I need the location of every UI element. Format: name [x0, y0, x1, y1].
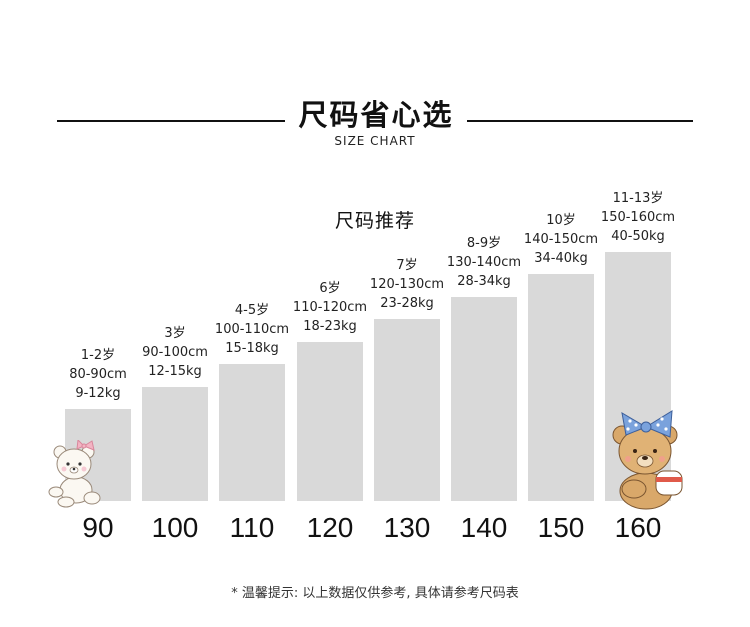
- size-bar-label: 10岁 140-150cm 34-40kg: [506, 211, 616, 268]
- title-divider-left: [57, 120, 285, 122]
- size-category-label: 90: [82, 512, 114, 543]
- size-bar-label-weight: 18-23kg: [303, 319, 357, 334]
- size-bar-label: 1-2岁 80-90cm 9-12kg: [43, 346, 153, 403]
- size-bar-label-height: 120-130cm: [369, 277, 445, 292]
- size-bar-label-age: 1-2岁: [80, 348, 116, 363]
- size-bar-label: 4-5岁 100-110cm 15-18kg: [197, 301, 307, 358]
- white-teddy-bear-with-pink-bow-icon: [48, 440, 101, 508]
- size-bar-label-height: 110-120cm: [292, 300, 368, 315]
- size-bar-label-weight: 15-18kg: [225, 341, 279, 356]
- size-category-label: 140: [460, 512, 508, 543]
- size-bar-label: 11-13岁 150-160cm 40-50kg: [583, 189, 693, 246]
- size-bar-label-height: 80-90cm: [69, 367, 127, 382]
- brown-teddy-bear-with-blue-polka-dot-bow-icon: [612, 410, 683, 510]
- size-bar-label-age: 10岁: [546, 213, 576, 228]
- section-heading: 尺码推荐: [334, 210, 415, 232]
- size-bar-label-weight: 34-40kg: [534, 251, 588, 266]
- size-bar-label-height: 150-160cm: [600, 210, 676, 225]
- size-bar-label-weight: 23-28kg: [380, 296, 434, 311]
- size-bar-label-height: 90-100cm: [142, 345, 208, 360]
- size-bar-100: [142, 387, 208, 501]
- size-bar-label-age: 3岁: [164, 326, 186, 341]
- footnote: * 温馨提示: 以上数据仅供参考, 具体请参考尺码表: [231, 586, 519, 601]
- size-bar-label: 8-9岁 130-140cm 28-34kg: [429, 234, 539, 291]
- size-category-label: 130: [383, 512, 431, 543]
- size-bar-label-age: 7岁: [396, 258, 418, 273]
- title-divider-right: [467, 120, 693, 122]
- size-bar-label-weight: 9-12kg: [75, 386, 121, 401]
- size-bar-label-weight: 28-34kg: [457, 274, 511, 289]
- size-bar-140: [451, 297, 517, 501]
- size-bar-label: 3岁 90-100cm 12-15kg: [120, 324, 230, 381]
- size-bar-110: [219, 364, 285, 501]
- title-row: 尺码省心选: [0, 92, 750, 142]
- size-category-label: 100: [151, 512, 199, 543]
- size-category-label: 160: [614, 512, 662, 543]
- size-bar-label-age: 4-5岁: [234, 303, 270, 318]
- size-bar-label-height: 140-150cm: [523, 232, 599, 247]
- size-bar-label-age: 6岁: [319, 281, 341, 296]
- size-bar-label: 6岁 110-120cm 18-23kg: [275, 279, 385, 336]
- size-bar-label-height: 130-140cm: [446, 255, 522, 270]
- size-bar-label-age: 11-13岁: [612, 191, 664, 206]
- size-bar-label-height: 100-110cm: [214, 322, 290, 337]
- size-bar-150: [528, 274, 594, 501]
- size-bar-label-weight: 12-15kg: [148, 364, 202, 379]
- size-category-label: 120: [306, 512, 354, 543]
- page-subtitle: SIZE CHART: [334, 134, 416, 148]
- size-bar-label: 7岁 120-130cm 23-28kg: [352, 256, 462, 313]
- size-category-label: 110: [229, 512, 275, 543]
- size-bar-label-age: 8-9岁: [466, 236, 502, 251]
- size-bar-label-weight: 40-50kg: [611, 229, 665, 244]
- size-category-label: 150: [537, 512, 585, 543]
- page-title: 尺码省心选: [298, 98, 454, 132]
- size-bar-120: [297, 342, 363, 501]
- size-bar-130: [374, 319, 440, 501]
